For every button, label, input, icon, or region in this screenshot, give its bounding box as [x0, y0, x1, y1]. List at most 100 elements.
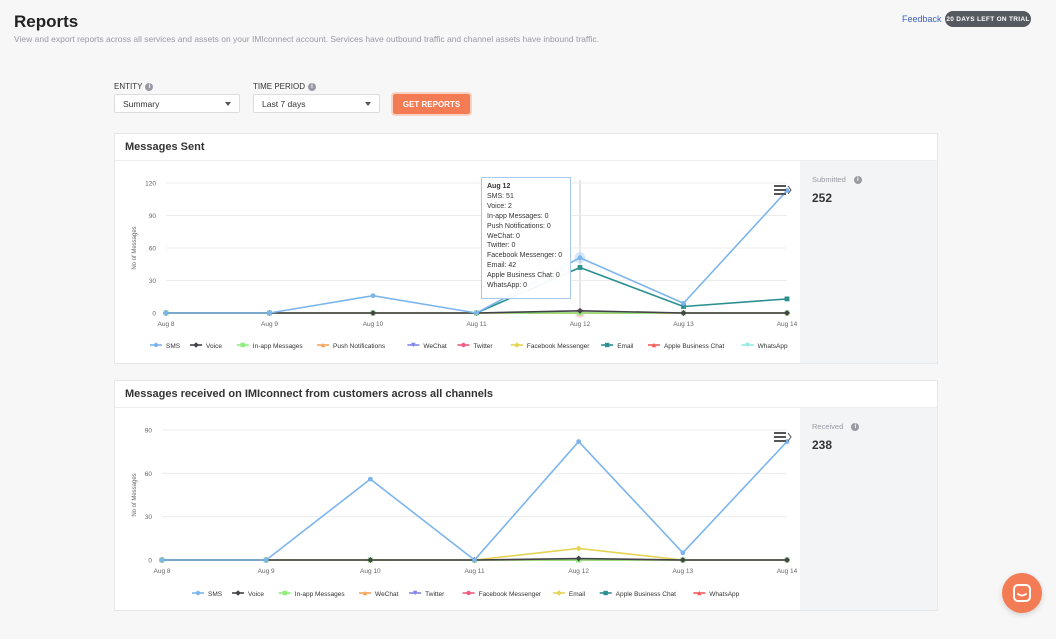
- info-icon[interactable]: i: [853, 175, 862, 184]
- data-point: [575, 555, 582, 562]
- legend-label: Twitter: [473, 343, 493, 350]
- legend-item[interactable]: Push Notifications: [317, 342, 386, 350]
- submitted-count: 252: [812, 191, 833, 205]
- legend-item[interactable]: Voice: [232, 590, 264, 598]
- legend-label: Apple Business Chat: [664, 343, 725, 350]
- legend-label: Twitter: [425, 591, 445, 598]
- legend-label: Facebook Messenger: [527, 343, 590, 350]
- legend-item[interactable]: SMS: [192, 590, 223, 598]
- tooltip-line: SMS: 51: [487, 192, 514, 200]
- menu-bar: [774, 193, 786, 195]
- menu-bar: [774, 189, 786, 191]
- data-point: [367, 557, 374, 563]
- legend-marker: [745, 342, 750, 348]
- legend-item[interactable]: In-app Messages: [236, 342, 304, 350]
- data-point: [681, 300, 686, 306]
- y-axis-label: No of Messages: [132, 473, 138, 516]
- legend-marker: [466, 590, 471, 596]
- series-line: [166, 266, 788, 314]
- feedback-link[interactable]: Feedback: [902, 14, 942, 24]
- chart-legend: SMS Voice In-app Messages WeChat Twitter Face…: [192, 590, 740, 598]
- legend-item[interactable]: Email: [601, 342, 634, 350]
- legend-item[interactable]: WeChat: [359, 590, 399, 598]
- legend-marker: [235, 590, 241, 596]
- entity-label-group: ENTITY i: [114, 82, 154, 91]
- legend-label: Push Notifications: [333, 343, 386, 350]
- legend-item[interactable]: WhatsApp: [741, 342, 788, 350]
- x-tick-label: Aug 13: [673, 321, 694, 328]
- y-tick-label: 120: [145, 181, 156, 188]
- y-tick-label: 30: [149, 278, 157, 285]
- legend-marker: [651, 342, 657, 348]
- export-menu-icon[interactable]: [774, 185, 792, 195]
- chat-launcher-button[interactable]: [1002, 573, 1042, 613]
- data-point: [680, 550, 686, 556]
- trial-badge: 20 DAYS LEFT ON TRIAL: [945, 11, 1031, 27]
- legend-item[interactable]: Twitter: [457, 342, 493, 350]
- page-subtitle: View and export reports across all servi…: [14, 34, 599, 44]
- legend-marker: [605, 342, 610, 348]
- legend-item[interactable]: SMS: [150, 342, 181, 350]
- legend-marker: [153, 342, 159, 348]
- period-select[interactable]: Last 7 days: [253, 94, 380, 113]
- tooltip-line: Apple Business Chat: 0: [487, 272, 560, 280]
- y-tick-label: 60: [145, 471, 153, 478]
- legend-item[interactable]: WeChat: [407, 342, 447, 350]
- legend-item[interactable]: Twitter: [409, 590, 445, 598]
- y-axis-label: No of Messages: [132, 226, 138, 269]
- y-tick-label: 30: [145, 514, 153, 521]
- data-point: [577, 255, 583, 261]
- menu-bar: [774, 436, 786, 438]
- data-point: [576, 439, 582, 444]
- legend-label: WeChat: [423, 343, 447, 350]
- chart-legend: SMS Voice In-app Messages Push Notification…: [150, 342, 788, 350]
- x-tick-label: Aug 9: [261, 321, 278, 328]
- legend-item[interactable]: In-app Messages: [278, 590, 346, 598]
- x-tick-label: Aug 12: [570, 321, 591, 328]
- data-point: [267, 310, 272, 316]
- card-title: Messages received on IMIconnect from cus…: [115, 381, 937, 408]
- x-tick-label: Aug 14: [777, 568, 798, 575]
- legend-item[interactable]: Apple Business Chat: [647, 342, 725, 350]
- tooltip-title: Aug 12: [487, 183, 511, 190]
- x-tick-label: Aug 14: [777, 321, 798, 328]
- chart-tooltip: Aug 12 SMS: 51 Voice: 2 In-app Messages:…: [481, 177, 571, 299]
- data-point: [577, 307, 583, 314]
- legend-item[interactable]: Voice: [190, 342, 222, 350]
- legend-label: WeChat: [375, 591, 399, 598]
- legend-label: Email: [569, 591, 586, 598]
- info-icon[interactable]: i: [145, 82, 154, 91]
- legend-item[interactable]: WhatsApp: [693, 590, 740, 598]
- data-point: [370, 293, 376, 299]
- get-reports-button[interactable]: GET REPORTS: [393, 94, 470, 114]
- period-label: TIME PERIOD: [253, 82, 306, 91]
- submitted-label-group: Submitted i: [812, 175, 862, 184]
- page-title: Reports: [14, 12, 79, 31]
- tooltip-line: WhatsApp: 0: [487, 282, 528, 290]
- x-tick-label: Aug 11: [466, 321, 487, 328]
- legend-item[interactable]: Facebook Messenger: [462, 590, 542, 598]
- menu-arrow: [787, 185, 792, 195]
- data-point: [784, 310, 790, 316]
- legend-item[interactable]: Facebook Messenger: [510, 342, 590, 350]
- series-line: [166, 190, 788, 314]
- chevron-down-icon: [365, 101, 371, 106]
- entity-select[interactable]: Summary: [114, 94, 240, 113]
- export-menu-icon[interactable]: [774, 432, 792, 442]
- received-count: 238: [812, 438, 833, 452]
- data-point: [679, 557, 686, 563]
- legend-label: Facebook Messenger: [479, 591, 542, 598]
- entity-select-value: Summary: [123, 98, 160, 109]
- x-tick-label: Aug 8: [154, 568, 171, 575]
- legend-item[interactable]: Apple Business Chat: [599, 590, 677, 598]
- messages-received-chart: 0 30 60 90 No of Messages Aug 8 Aug 9 Aug 10 Aug…: [132, 428, 798, 599]
- x-tick-label: Aug 10: [363, 321, 384, 328]
- info-icon[interactable]: i: [851, 422, 860, 431]
- info-icon[interactable]: i: [308, 82, 317, 91]
- received-panel: Received i 238: [800, 408, 937, 610]
- legend-marker: [603, 590, 608, 596]
- legend-item[interactable]: Email: [552, 590, 586, 598]
- menu-bar: [774, 432, 786, 434]
- legend-marker: [240, 342, 245, 348]
- legend-label: SMS: [208, 591, 223, 598]
